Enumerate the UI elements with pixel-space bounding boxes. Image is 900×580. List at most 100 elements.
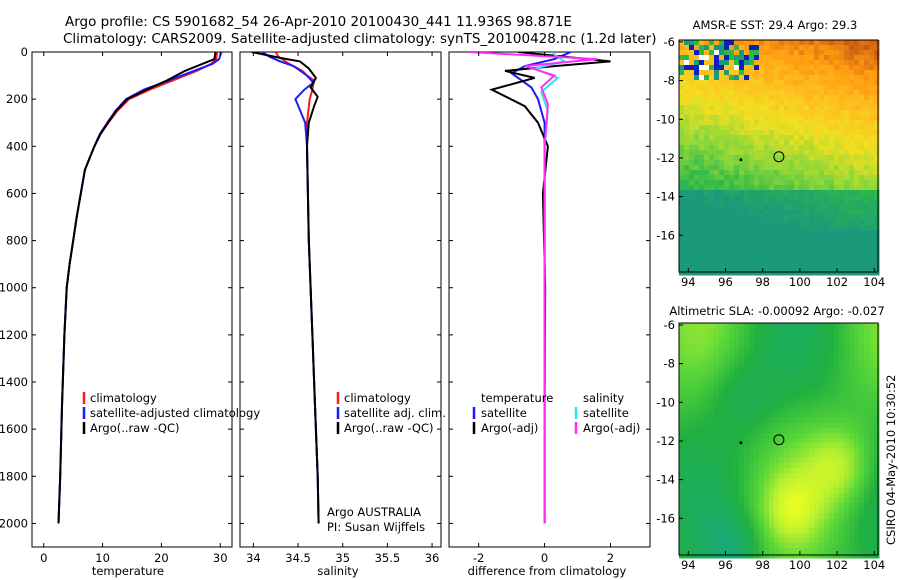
- map-cell: [749, 190, 755, 196]
- map-cell: [784, 220, 790, 226]
- map-cell: [704, 130, 710, 136]
- map-cell: [854, 328, 860, 334]
- map-cell: [734, 140, 740, 146]
- map-cell: [819, 513, 825, 519]
- map-cell: [799, 50, 805, 56]
- map-cell: [769, 418, 775, 424]
- map-cell: [699, 338, 705, 344]
- map-cell: [849, 438, 855, 444]
- map-cell: [694, 255, 700, 261]
- map-cell: [679, 115, 685, 121]
- map-cell: [699, 553, 705, 559]
- map-cell: [869, 463, 875, 469]
- map-cell: [874, 338, 880, 344]
- map-cell: [849, 523, 855, 529]
- map-cell: [799, 255, 805, 261]
- map-cell: [854, 403, 860, 409]
- map-cell: [724, 473, 730, 479]
- map-cell: [839, 85, 845, 91]
- map-cell: [749, 378, 755, 384]
- map-cell: [769, 140, 775, 146]
- map-cell: [779, 55, 785, 61]
- map-cell: [689, 443, 695, 449]
- map-x-tick-label: 102: [826, 275, 848, 289]
- map-cell: [794, 453, 800, 459]
- map-cell: [814, 205, 820, 211]
- map-cell: [704, 105, 710, 111]
- map-cell: [819, 368, 825, 374]
- map-cell: [814, 373, 820, 379]
- map-cell: [684, 498, 690, 504]
- map-cell: [679, 393, 685, 399]
- map-cell: [709, 225, 715, 231]
- map-cell: [839, 413, 845, 419]
- map-cell: [789, 125, 795, 131]
- map-cell: [709, 473, 715, 479]
- map-cell: [729, 523, 735, 529]
- map-cell: [854, 378, 860, 384]
- map-cell: [774, 140, 780, 146]
- map-cell: [869, 323, 875, 329]
- map-cell: [864, 140, 870, 146]
- map-cell: [689, 523, 695, 529]
- map-cell: [819, 528, 825, 534]
- map-cell: [844, 343, 850, 349]
- map-cell: [824, 70, 830, 76]
- map-cell: [759, 418, 765, 424]
- map-cell: [809, 493, 815, 499]
- map-cell: [749, 343, 755, 349]
- map-cell: [689, 110, 695, 116]
- map-cell: [704, 338, 710, 344]
- map-cell: [744, 488, 750, 494]
- map-cell: [684, 115, 690, 121]
- map-cell: [759, 185, 765, 191]
- map-cell: [804, 80, 810, 86]
- map-cell: [739, 508, 745, 514]
- map-cell: [804, 338, 810, 344]
- map-cell: [869, 328, 875, 334]
- map-cell: [799, 458, 805, 464]
- map-cell: [719, 368, 725, 374]
- map-cell: [854, 508, 860, 514]
- map-cell: [859, 358, 865, 364]
- map-cell: [824, 145, 830, 151]
- map-cell: [834, 185, 840, 191]
- map-cell: [819, 180, 825, 186]
- map-cell: [679, 235, 685, 241]
- map-cell: [744, 508, 750, 514]
- map-cell: [774, 398, 780, 404]
- map-cell: [759, 90, 765, 96]
- map-cell: [854, 45, 860, 51]
- map-cell: [874, 458, 880, 464]
- map-cell: [839, 348, 845, 354]
- map-cell: [679, 210, 685, 216]
- map-cell: [739, 105, 745, 111]
- map-cell: [814, 323, 820, 329]
- map-cell: [769, 373, 775, 379]
- map-cell: [724, 463, 730, 469]
- map-cell: [749, 508, 755, 514]
- map-cell: [774, 403, 780, 409]
- map-cell: [739, 110, 745, 116]
- map-cell: [789, 40, 795, 46]
- map-cell: [704, 200, 710, 206]
- map-cell: [819, 165, 825, 171]
- map-cell: [694, 175, 700, 181]
- map-cell: [789, 543, 795, 549]
- map-cell: [869, 363, 875, 369]
- map-cell: [794, 200, 800, 206]
- map-cell: [864, 110, 870, 116]
- map-cell: [754, 478, 760, 484]
- map-cell: [819, 363, 825, 369]
- map-cell: [804, 418, 810, 424]
- map-cell: [789, 55, 795, 61]
- map-cell: [729, 483, 735, 489]
- map-cell: [869, 40, 875, 46]
- map-cell: [769, 493, 775, 499]
- map-cell: [829, 135, 835, 141]
- map-cell: [784, 215, 790, 221]
- map-cell: [864, 538, 870, 544]
- map-cell: [809, 260, 815, 266]
- map-cell: [849, 433, 855, 439]
- map-cell: [739, 478, 745, 484]
